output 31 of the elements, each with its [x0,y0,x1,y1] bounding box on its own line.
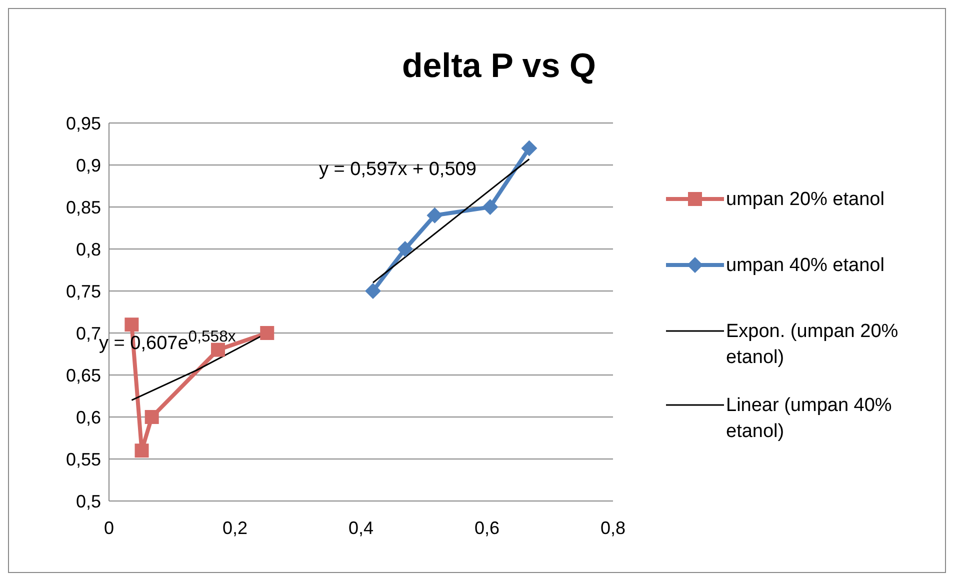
chart-title: delta P vs Q [400,47,598,86]
x-tick-label: 0 [104,518,114,538]
point [144,410,159,424]
point [482,199,498,215]
legend-label: Expon. (umpan 20% etanol) [726,320,900,370]
y-tick-label: 0,75 [66,281,101,302]
y-tick-label: 0,95 [66,113,101,134]
legend-label: Linear (umpan 40% etanol) [726,394,893,444]
y-tick-label: 0,7 [76,323,101,344]
x-tick-label: 0,2 [222,518,248,538]
point [124,318,139,332]
point [397,241,414,257]
y-tick-label: 0,6 [76,407,101,428]
legend-label: umpan 20% etanol [726,188,884,212]
point [426,207,443,224]
y-tick-label: 0,8 [76,239,101,260]
point [134,444,149,458]
point [260,326,274,340]
y-tick-label: 0,9 [76,155,101,176]
y-tick-label: 0,85 [66,197,101,218]
y-tick-label: 0,65 [66,365,101,386]
x-tick-label: 0,4 [348,518,374,538]
annotation: y = 0,597x + 0,509 [319,159,476,180]
x-tick-label: 0,8 [600,518,626,538]
point [364,283,381,299]
y-tick-label: 0,55 [66,449,101,470]
y-tick-label: 0,5 [76,491,101,512]
point [521,140,538,156]
legend-label: umpan 40% etanol [726,254,884,278]
point [210,342,225,357]
x-tick-label: 0,6 [474,518,500,538]
